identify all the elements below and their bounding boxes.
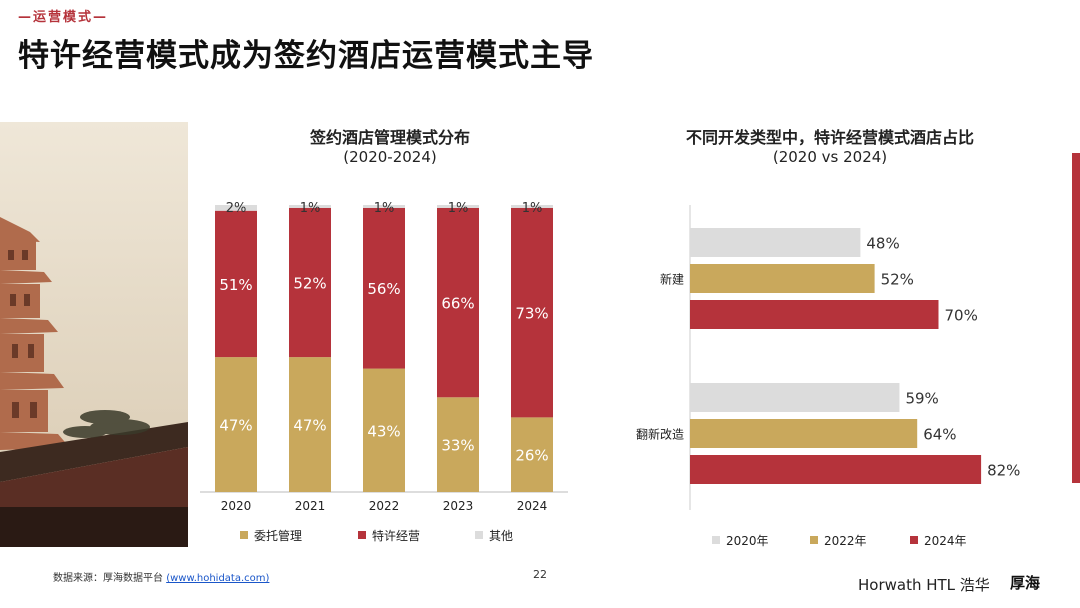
data-label: 64% — [923, 426, 956, 444]
y-tick-label: 翻新改造 — [636, 427, 684, 442]
data-label: 59% — [905, 390, 938, 408]
stacked-bar-chart: 47% 51% 2% 2020 47% 52% 1% 2021 43% 56% 1% 2022 33% 6… — [200, 201, 568, 543]
section-tag: —运营模式— — [18, 10, 109, 25]
bar — [690, 300, 939, 329]
pagoda-photo — [0, 122, 188, 547]
data-label: 56% — [367, 280, 400, 298]
bar — [690, 419, 918, 448]
bar — [690, 228, 861, 257]
data-label: 73% — [515, 305, 548, 323]
data-label: 66% — [441, 295, 474, 313]
y-tick-label: 新建 — [660, 272, 684, 287]
bar — [690, 455, 982, 484]
bar-segment — [363, 368, 405, 492]
data-label: 1% — [448, 201, 469, 216]
bar-segment — [511, 417, 553, 492]
data-label: 51% — [219, 276, 252, 294]
data-label: 26% — [515, 447, 548, 465]
data-label: 33% — [441, 437, 474, 455]
source-link[interactable]: (www.hohidata.com) — [166, 573, 270, 584]
bar-segment — [511, 205, 553, 208]
page-title: 特许经营模式成为签约酒店运营模式主导 — [18, 38, 594, 74]
legend-swatch — [475, 531, 483, 539]
x-tick-label: 2022 — [369, 499, 400, 513]
bar-segment — [363, 205, 405, 208]
source-note: 数据来源：厚海数据平台 (www.hohidata.com) — [53, 569, 269, 584]
source-label: 数据来源：厚海数据平台 — [53, 573, 163, 584]
bar-segment — [215, 210, 257, 358]
data-label: 52% — [881, 271, 914, 289]
horizontal-bar-chart: 48% 52% 70% 新建 59% 64% 82% 翻新改造 2020年 2022年 2024年 — [636, 205, 1020, 548]
bar-segment — [215, 357, 257, 492]
x-tick-label: 2021 — [295, 499, 326, 513]
data-label: 1% — [522, 201, 543, 216]
accent-bar — [1072, 153, 1080, 483]
bar-segment — [437, 205, 479, 208]
bar-segment — [289, 207, 331, 358]
legend-swatch — [358, 531, 366, 539]
bar-segment — [215, 205, 257, 211]
bar — [690, 383, 900, 412]
data-label: 47% — [219, 417, 252, 435]
data-label: 1% — [300, 201, 321, 216]
brand-houhai: 厚海 — [1010, 574, 1041, 592]
data-label: 48% — [866, 235, 899, 253]
x-tick-label: 2024 — [517, 499, 548, 513]
x-tick-label: 2020 — [221, 499, 252, 513]
legend-label: 委托管理 — [254, 528, 302, 543]
legend-label: 2020年 — [726, 534, 769, 548]
data-label: 70% — [945, 307, 978, 325]
legend-swatch — [910, 536, 918, 544]
legend-swatch — [810, 536, 818, 544]
bar-segment — [289, 357, 331, 492]
page-number: 22 — [533, 568, 547, 581]
bar-segment — [511, 207, 553, 418]
legend-swatch — [712, 536, 720, 544]
bar-segment — [289, 205, 331, 208]
legend-label: 特许经营 — [372, 528, 420, 543]
data-label: 43% — [367, 422, 400, 440]
x-tick-label: 2023 — [443, 499, 474, 513]
data-label: 1% — [374, 201, 395, 216]
right-chart-subtitle: (2020 vs 2024) — [772, 148, 888, 166]
legend-label: 其他 — [489, 529, 513, 543]
data-label: 52% — [293, 274, 326, 292]
left-chart-title: 签约酒店管理模式分布 — [309, 128, 470, 147]
bar-segment — [363, 207, 405, 369]
bar-segment — [437, 397, 479, 492]
data-label: 82% — [987, 462, 1020, 480]
data-label: 2% — [226, 201, 247, 216]
bar — [690, 264, 875, 293]
legend-label: 2024年 — [924, 534, 967, 548]
left-chart-subtitle: (2020-2024) — [343, 148, 437, 166]
data-label: 47% — [293, 417, 326, 435]
legend-label: 2022年 — [824, 534, 867, 548]
legend-swatch — [240, 531, 248, 539]
bar-segment — [437, 207, 479, 398]
brand-horwath: Horwath HTL 浩华 — [858, 576, 990, 594]
right-chart-title: 不同开发类型中，特许经营模式酒店占比 — [685, 128, 974, 147]
